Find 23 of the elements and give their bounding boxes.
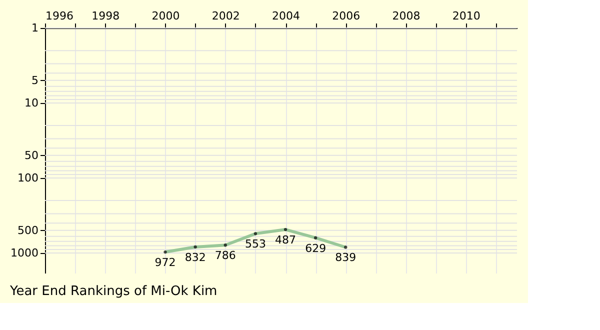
- data-label: 972: [154, 256, 176, 270]
- data-label: 839: [335, 251, 356, 264]
- x-tick-label: 2004: [272, 10, 300, 22]
- data-label: 786: [214, 249, 236, 262]
- data-label: 487: [275, 234, 296, 247]
- x-tick-label: 2000: [152, 10, 180, 22]
- data-label: 832: [184, 250, 206, 264]
- y-tick-label: 1000: [10, 246, 38, 260]
- y-tick-label: 10: [24, 96, 38, 110]
- x-tick-label: 1996: [46, 10, 74, 22]
- y-tick-label: 1: [32, 22, 38, 34]
- y-tick-label: 500: [18, 224, 38, 237]
- y-tick-label: 100: [18, 171, 38, 184]
- y-tick-label: 5: [32, 74, 38, 87]
- x-tick-label: 1998: [92, 10, 120, 22]
- y-tick-label: 50: [24, 148, 38, 162]
- x-tick-label: 2008: [392, 10, 420, 22]
- text: Year End Rankings of Mi-Ok Kim: [9, 284, 218, 299]
- data-label: 553: [244, 238, 266, 251]
- data-label: 629: [305, 242, 326, 255]
- x-tick-label: 2010: [452, 10, 480, 22]
- x-tick-label: 2002: [212, 10, 240, 22]
- x-tick-label: 2006: [332, 10, 360, 22]
